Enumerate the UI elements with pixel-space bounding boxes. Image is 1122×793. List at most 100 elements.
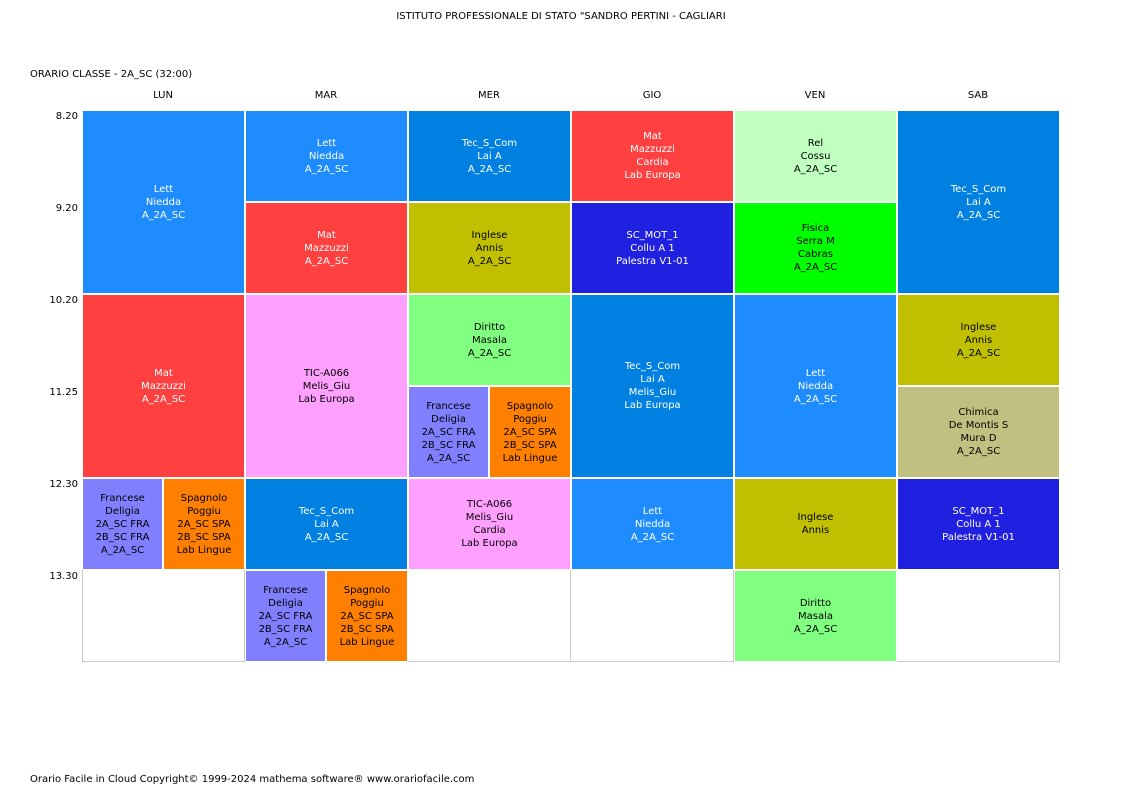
lesson-line: Lab Lingue bbox=[339, 636, 395, 648]
lesson-line: Collu A 1 bbox=[630, 242, 675, 254]
lesson-line: Lett bbox=[316, 137, 337, 149]
lesson-line: Tec_S_Com bbox=[624, 361, 681, 372]
lesson-cell[interactable]: Inglese Annis A_2A_SC bbox=[897, 294, 1060, 386]
lesson-cell[interactable]: Chimica De Montis S Mura D A_2A_SC bbox=[897, 386, 1060, 478]
lesson-line: A_2A_SC bbox=[100, 544, 145, 556]
lesson-line: Niedda bbox=[634, 518, 671, 530]
lesson-cell[interactable]: Spagnolo Poggiu 2A_SC SPA 2B_SC SPA Lab Ling… bbox=[326, 570, 408, 662]
time-label: 9.20 bbox=[55, 203, 78, 214]
lesson-line: Annis bbox=[475, 242, 504, 254]
lesson-cell[interactable]: Diritto Masala A_2A_SC bbox=[734, 570, 897, 662]
lesson-cell[interactable]: Tec_S_Com Lai A Melis_Giu Lab Europa bbox=[571, 294, 734, 478]
lesson-cell[interactable]: Rel Cossu A_2A_SC bbox=[734, 110, 897, 202]
lesson-cell[interactable]: Tec_S_Com Lai A A_2A_SC bbox=[897, 110, 1060, 294]
lesson-line: Lai A bbox=[640, 374, 665, 385]
lesson-line: Lett bbox=[153, 183, 174, 195]
lesson-line: Lab Lingue bbox=[502, 452, 558, 464]
lesson-line: Lab Europa bbox=[298, 393, 355, 405]
lesson-line: Niedda bbox=[308, 150, 345, 162]
lesson-cell[interactable]: SC_MOT_1 Collu A 1 Palestra V1-01 bbox=[897, 478, 1060, 570]
lesson-line: A_2A_SC bbox=[793, 163, 838, 175]
lesson-line: A_2A_SC bbox=[304, 531, 349, 543]
lesson-line: Mura D bbox=[960, 433, 997, 444]
school-title: ISTITUTO PROFESSIONALE DI STATO "SANDRO … bbox=[396, 11, 726, 22]
lesson-line: Cabras bbox=[798, 249, 833, 260]
lesson-line: 2A_SC FRA bbox=[421, 426, 476, 438]
lesson-cell[interactable]: Spagnolo Poggiu 2A_SC SPA 2B_SC SPA Lab Ling… bbox=[163, 478, 245, 570]
lesson-line: Annis bbox=[964, 334, 993, 346]
lesson-line: Niedda bbox=[145, 196, 182, 208]
lesson-line: 2B_SC SPA bbox=[177, 531, 231, 543]
day-header-mar: MAR bbox=[314, 90, 338, 101]
lesson-cell[interactable]: Lett Niedda A_2A_SC bbox=[245, 110, 408, 202]
lesson-cell[interactable]: Fisica Serra M Cabras A_2A_SC bbox=[734, 202, 897, 294]
class-title: ORARIO CLASSE - 2A_SC (32:00) bbox=[30, 69, 193, 80]
lesson-line: A_2A_SC bbox=[304, 255, 349, 267]
lesson-line: Masala bbox=[798, 610, 833, 622]
lesson-line: Melis_Giu bbox=[302, 380, 351, 392]
lesson-cell[interactable]: Tec_S_Com Lai A A_2A_SC bbox=[408, 110, 571, 202]
lesson-line: Spagnolo bbox=[506, 400, 554, 412]
lesson-line: Cossu bbox=[800, 150, 831, 162]
lesson-line: Lett bbox=[642, 505, 663, 517]
lesson-cell[interactable]: Lett Niedda A_2A_SC bbox=[82, 110, 245, 294]
lesson-line: Diritto bbox=[473, 321, 506, 333]
lesson-cell[interactable]: Francese Deligia 2A_SC FRA 2B_SC FRA A_2A_SC bbox=[408, 386, 489, 478]
lesson-line: Masala bbox=[472, 334, 507, 346]
lesson-line: 2A_SC FRA bbox=[95, 518, 150, 530]
lesson-line: Mazzuzzi bbox=[630, 144, 675, 155]
day-header-gio: GIO bbox=[642, 90, 662, 101]
lesson-line: A_2A_SC bbox=[793, 623, 838, 635]
lesson-line: Deligia bbox=[105, 505, 140, 517]
lesson-line: A_2A_SC bbox=[467, 255, 512, 267]
footer-copyright: Orario Facile in Cloud Copyright© 1999-2… bbox=[30, 774, 475, 785]
lesson-line: 2A_SC SPA bbox=[340, 610, 394, 622]
lesson-cell[interactable]: Inglese Annis bbox=[734, 478, 897, 570]
lesson-line: A_2A_SC bbox=[426, 452, 471, 464]
lesson-line: A_2A_SC bbox=[304, 163, 349, 175]
lesson-line: SC_MOT_1 bbox=[626, 229, 679, 241]
lesson-cell[interactable]: Lett Niedda A_2A_SC bbox=[734, 294, 897, 478]
lesson-cell[interactable]: Inglese Annis A_2A_SC bbox=[408, 202, 571, 294]
lesson-line: 2A_SC FRA bbox=[258, 610, 313, 622]
lesson-line: Lai A bbox=[966, 196, 991, 208]
lesson-line: Spagnolo bbox=[343, 584, 391, 596]
lesson-line: Annis bbox=[801, 525, 830, 536]
lesson-line: A_2A_SC bbox=[630, 531, 675, 543]
lesson-line: Melis_Giu bbox=[465, 512, 514, 523]
lesson-cell[interactable]: TIC-A066 Melis_Giu Cardia Lab Europa bbox=[408, 478, 571, 570]
lesson-cell[interactable]: Tec_S_Com Lai A A_2A_SC bbox=[245, 478, 408, 570]
lesson-line: A_2A_SC bbox=[467, 347, 512, 359]
lesson-line: Palestra V1-01 bbox=[942, 531, 1015, 543]
lesson-cell[interactable]: Spagnolo Poggiu 2A_SC SPA 2B_SC SPA Lab Ling… bbox=[489, 386, 571, 478]
lesson-line: Tec_S_Com bbox=[298, 505, 355, 517]
lesson-cell[interactable]: Lett Niedda A_2A_SC bbox=[571, 478, 734, 570]
lesson-line: TIC-A066 bbox=[466, 499, 513, 510]
lesson-line: Spagnolo bbox=[180, 492, 228, 504]
lesson-line: A_2A_SC bbox=[141, 209, 186, 221]
lesson-line: Lab Lingue bbox=[176, 544, 232, 556]
lesson-line: Francese bbox=[426, 400, 471, 412]
lesson-line: 2B_SC FRA bbox=[95, 531, 150, 543]
lesson-cell[interactable]: Francese Deligia 2A_SC FRA 2B_SC FRA A_2A_SC bbox=[82, 478, 163, 570]
lesson-cell[interactable]: Mat Mazzuzzi A_2A_SC bbox=[82, 294, 245, 478]
lesson-cell[interactable]: Francese Deligia 2A_SC FRA 2B_SC FRA A_2A_SC bbox=[245, 570, 326, 662]
lesson-line: A_2A_SC bbox=[263, 636, 308, 648]
lesson-line: 2A_SC SPA bbox=[503, 426, 557, 438]
lesson-cell[interactable]: Mat Mazzuzzi A_2A_SC bbox=[245, 202, 408, 294]
lesson-line: Deligia bbox=[431, 413, 466, 425]
lesson-line: Poggiu bbox=[187, 505, 221, 517]
lesson-cell[interactable]: SC_MOT_1 Collu A 1 Palestra V1-01 bbox=[571, 202, 734, 294]
lesson-line: Lab Europa bbox=[624, 400, 681, 411]
time-label: 13.30 bbox=[49, 571, 78, 582]
lesson-cell[interactable]: TIC-A066 Melis_Giu Lab Europa bbox=[245, 294, 408, 478]
time-label: 11.25 bbox=[49, 387, 78, 398]
lesson-line: Fisica bbox=[801, 223, 830, 234]
lesson-line: A_2A_SC bbox=[956, 347, 1001, 359]
lesson-line: A_2A_SC bbox=[467, 163, 512, 175]
lesson-line: SC_MOT_1 bbox=[952, 505, 1005, 517]
lesson-line: 2B_SC FRA bbox=[258, 623, 313, 635]
lesson-line: TIC-A066 bbox=[303, 367, 350, 379]
lesson-cell[interactable]: Mat Mazzuzzi Cardia Lab Europa bbox=[571, 110, 734, 202]
lesson-cell[interactable]: Diritto Masala A_2A_SC bbox=[408, 294, 571, 386]
